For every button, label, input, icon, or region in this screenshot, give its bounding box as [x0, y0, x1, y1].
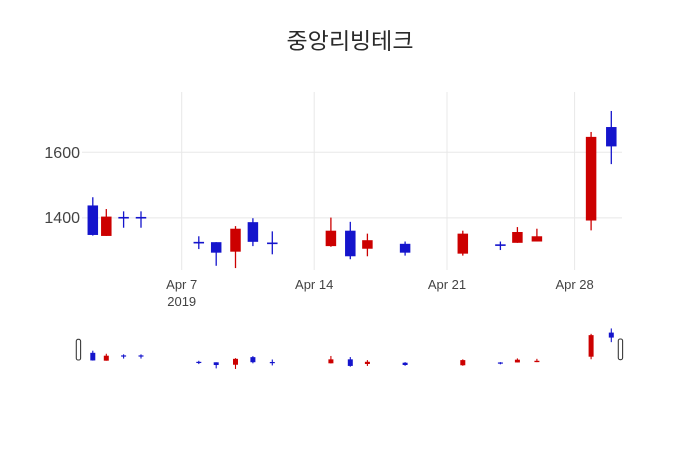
svg-text:Apr 28: Apr 28	[555, 277, 593, 292]
svg-text:2019: 2019	[167, 294, 196, 309]
svg-text:1600: 1600	[44, 145, 80, 162]
svg-text:1400: 1400	[44, 210, 80, 227]
svg-text:Apr 14: Apr 14	[295, 277, 333, 292]
svg-text:Apr 7: Apr 7	[166, 277, 197, 292]
svg-text:Apr 21: Apr 21	[428, 277, 466, 292]
